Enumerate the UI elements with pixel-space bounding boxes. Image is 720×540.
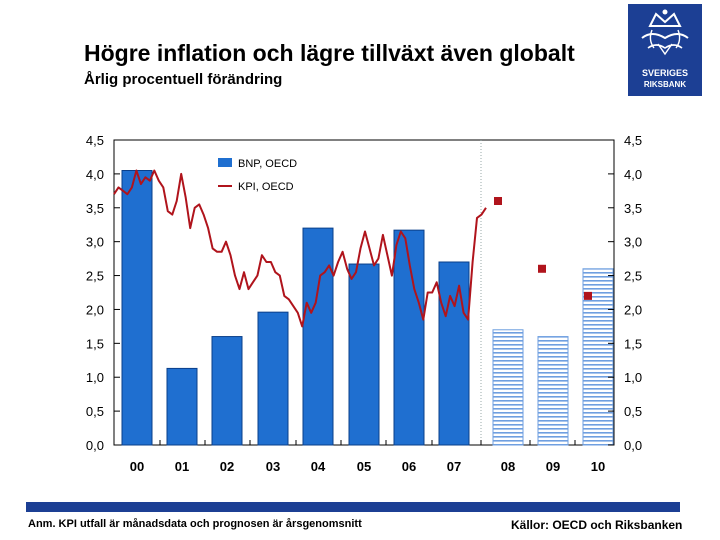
xtick-label-10: 10 (591, 459, 605, 474)
bar-07 (438, 261, 470, 446)
chart-subtitle: Årlig procentuell förändring (84, 71, 283, 88)
riksbank-logo: SVERIGES RIKSBANK (628, 4, 702, 96)
xtick-label-06: 06 (402, 459, 416, 474)
kpi-forecast-09 (538, 264, 546, 273)
xtick-label-01: 01 (175, 459, 189, 474)
xtick-label-00: 00 (130, 459, 144, 474)
logo-text-line1: SVERIGES (642, 68, 688, 78)
ytick-label-right: 4,5 (624, 133, 642, 148)
source-note: Källor: OECD och Riksbanken (511, 518, 683, 532)
ytick-label-right: 1,0 (624, 370, 642, 385)
xtick-label-04: 04 (311, 459, 326, 474)
legend-swatch-bnp (218, 158, 232, 167)
ytick-label-left: 0,5 (86, 404, 104, 419)
ytick-label-right: 4,0 (624, 167, 642, 182)
ytick-label-left: 2,0 (86, 302, 104, 317)
bar-03 (257, 311, 289, 446)
bar-08 (492, 329, 524, 446)
ytick-label-right: 2,5 (624, 269, 642, 284)
xtick-label-05: 05 (357, 459, 371, 474)
footer-divider (26, 502, 680, 512)
ytick-label-left: 0,0 (86, 438, 104, 453)
xtick-label-08: 08 (501, 459, 515, 474)
ytick-label-left: 4,5 (86, 133, 104, 148)
ytick-label-left: 1,5 (86, 336, 104, 351)
bar-02 (211, 336, 243, 446)
kpi-forecast-10 (584, 291, 592, 300)
crown-emblem-icon: SVERIGES RIKSBANK (641, 9, 689, 89)
legend-label-bnp: BNP, OECD (238, 158, 297, 170)
ytick-label-right: 2,0 (624, 302, 642, 317)
ytick-label-right: 3,0 (624, 235, 642, 250)
ytick-label-right: 0,5 (624, 404, 642, 419)
bar-00 (121, 170, 153, 446)
bar-01 (166, 367, 198, 446)
ytick-label-left: 3,0 (86, 235, 104, 250)
xtick-label-03: 03 (266, 459, 280, 474)
xtick-label-09: 09 (546, 459, 560, 474)
kpi-line (113, 169, 487, 328)
ytick-label-left: 1,0 (86, 370, 104, 385)
bar-09 (537, 336, 569, 446)
xtick-label-07: 07 (447, 459, 461, 474)
bar-06 (393, 229, 425, 446)
xtick-label-02: 02 (220, 459, 234, 474)
ytick-label-right: 1,5 (624, 336, 642, 351)
ytick-label-left: 3,5 (86, 201, 104, 216)
footnote: Anm. KPI utfall är månadsdata och progno… (28, 518, 362, 530)
bar-04 (302, 227, 334, 446)
ytick-label-right: 0,0 (624, 438, 642, 453)
bar-05 (348, 263, 380, 446)
ytick-label-left: 4,0 (86, 167, 104, 182)
legend-label-kpi: KPI, OECD (238, 181, 294, 193)
ytick-label-right: 3,5 (624, 201, 642, 216)
ytick-label-left: 2,5 (86, 269, 104, 284)
chart-title: Högre inflation och lägre tillväxt även … (84, 40, 575, 66)
logo-text-line2: RIKSBANK (644, 80, 686, 89)
kpi-forecast-08 (494, 197, 502, 205)
